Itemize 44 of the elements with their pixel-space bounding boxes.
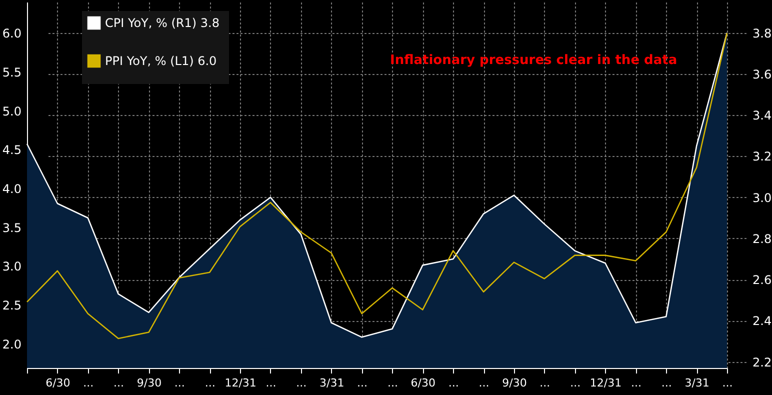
x-tick-label: ...	[296, 376, 307, 390]
x-tick-label: 9/30	[502, 376, 527, 390]
x-tick-label: 12/31	[224, 376, 256, 390]
x-tick-label: ...	[204, 376, 216, 390]
y-tick-label: 2.5	[2, 298, 22, 313]
y2-tick-label: 3.6	[752, 67, 772, 82]
y-tick-label: 3.5	[2, 220, 22, 235]
x-tick-label: ...	[478, 376, 490, 390]
y2-tick-label: 3.2	[752, 150, 772, 164]
x-tick-label: 3/31	[319, 376, 344, 390]
y2-tick-label: 3.0	[752, 190, 772, 205]
x-tick-label: ...	[661, 376, 672, 390]
x-tick-label: 3/31	[684, 376, 710, 390]
x-tick-label: ...	[448, 376, 459, 390]
x-tick-label: ...	[387, 376, 398, 390]
x-tick-label: ...	[630, 376, 642, 390]
y-tick-label: 5.5	[2, 65, 22, 80]
x-tick-label: ...	[722, 376, 733, 390]
y-tick-label: 3.0	[2, 260, 22, 274]
legend-label: PPI YoY, % (L1) 6.0	[105, 54, 217, 68]
y2-tick-label: 2.4	[752, 314, 772, 328]
y2-tick-label: 2.2	[752, 355, 772, 370]
y-tick-label: 2.0	[2, 337, 22, 352]
x-tick-label: 12/31	[590, 376, 622, 390]
y2-tick-label: 2.6	[752, 273, 772, 288]
x-tick-label: ...	[174, 376, 185, 390]
y2-tick-label: 2.8	[752, 232, 772, 246]
y2-tick-label: 3.8	[752, 26, 772, 40]
y-tick-label: 4.5	[2, 143, 22, 158]
x-tick-label: ...	[540, 376, 550, 390]
y-tick-label: 4.0	[2, 182, 22, 196]
x-tick-label: 6/30	[46, 376, 70, 390]
x-tick-label: ...	[266, 376, 276, 390]
x-tick-label: 6/30	[410, 376, 436, 390]
y-tick-label: 5.0	[2, 104, 22, 118]
legend-label: CPI YoY, % (R1) 3.8	[105, 16, 220, 30]
x-tick-label: 9/30	[136, 376, 162, 390]
y2-tick-label: 3.4	[752, 108, 772, 123]
x-tick-label: ...	[357, 376, 368, 390]
x-tick-label: ...	[83, 376, 94, 390]
x-tick-label: ...	[570, 376, 581, 390]
annotation: Inflationary pressures clear in the data	[390, 53, 678, 68]
y-tick-label: 6.0	[2, 26, 22, 41]
x-tick-label: ...	[114, 376, 124, 390]
